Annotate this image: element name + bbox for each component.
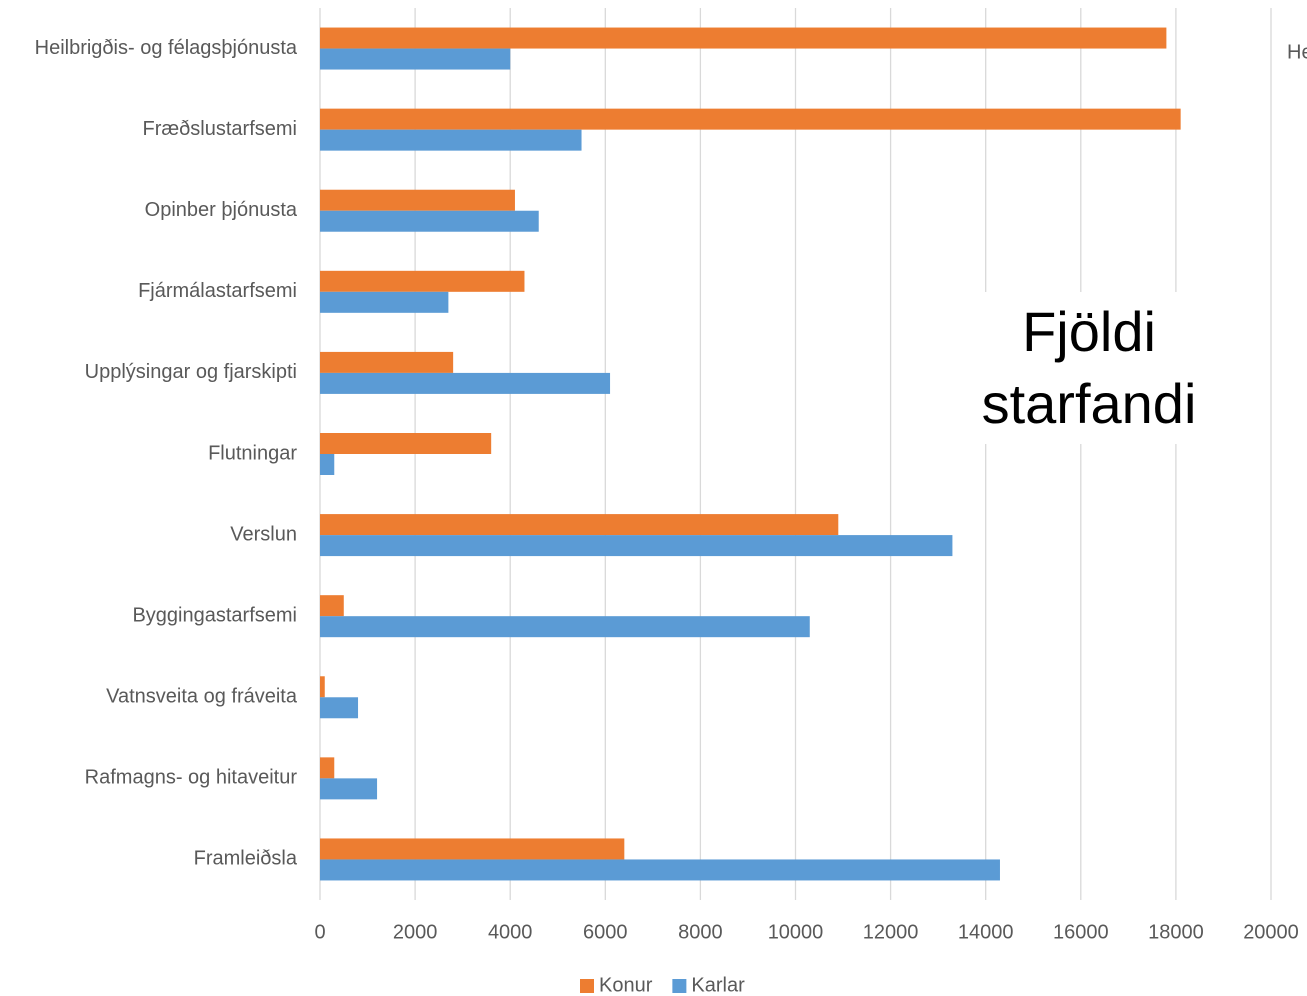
legend-swatch xyxy=(672,979,687,993)
bar xyxy=(320,859,1000,881)
x-tick-label: 4000 xyxy=(488,921,533,943)
x-tick-label: 12000 xyxy=(863,921,919,943)
y-tick-label: Opinber þjónusta xyxy=(145,199,298,221)
x-tick-label: 18000 xyxy=(1148,921,1204,943)
y-tick-label: Flutningar xyxy=(208,442,297,464)
bar xyxy=(320,129,582,151)
bar xyxy=(320,291,449,313)
bar xyxy=(320,595,344,617)
bar xyxy=(320,270,525,292)
bar xyxy=(320,108,1181,130)
y-tick-label: Heilbrigðis- og félagsþjónusta xyxy=(35,37,298,59)
x-tick-label: 20000 xyxy=(1243,921,1299,943)
bar xyxy=(320,454,335,475)
y-tick-label: Upplýsingar og fjarskipti xyxy=(85,361,297,383)
x-tick-label: 14000 xyxy=(958,921,1014,943)
bar xyxy=(320,189,515,211)
bar xyxy=(320,372,611,394)
y-tick-label: Vatnsveita og fráveita xyxy=(106,686,298,708)
x-tick-label: 6000 xyxy=(583,921,628,943)
y-tick-label: Framleiðsla xyxy=(194,848,298,870)
bar xyxy=(320,48,511,70)
legend-label: Karlar xyxy=(691,974,745,996)
y-tick-label: Rafmagns- og hitaveitur xyxy=(85,767,298,789)
x-tick-label: 16000 xyxy=(1053,921,1109,943)
x-tick-label: 0 xyxy=(314,921,325,943)
bar xyxy=(320,838,625,860)
y-tick-label: Fjármálastarfsemi xyxy=(138,280,297,302)
bar xyxy=(320,778,378,800)
legend-swatch xyxy=(580,979,594,993)
x-tick-label: 10000 xyxy=(768,921,824,943)
annotation: He xyxy=(1287,41,1307,63)
bar xyxy=(320,697,359,719)
x-tick-label: 8000 xyxy=(678,921,723,943)
bar xyxy=(320,433,492,454)
y-tick-label: Byggingastarfsemi xyxy=(132,604,297,626)
chart-title: Fjöldi starfandi xyxy=(958,292,1220,444)
x-tick-label: 2000 xyxy=(393,921,438,943)
bar xyxy=(320,616,810,638)
bar xyxy=(320,210,539,232)
legend-label: Konur xyxy=(599,974,653,996)
bar xyxy=(320,514,839,536)
y-tick-label: Verslun xyxy=(230,523,297,545)
bar xyxy=(320,535,953,557)
bar xyxy=(320,351,454,373)
y-tick-label: Fræðslustarfsemi xyxy=(143,118,297,140)
bar xyxy=(320,27,1167,49)
bar xyxy=(320,757,335,779)
bar xyxy=(320,676,325,698)
